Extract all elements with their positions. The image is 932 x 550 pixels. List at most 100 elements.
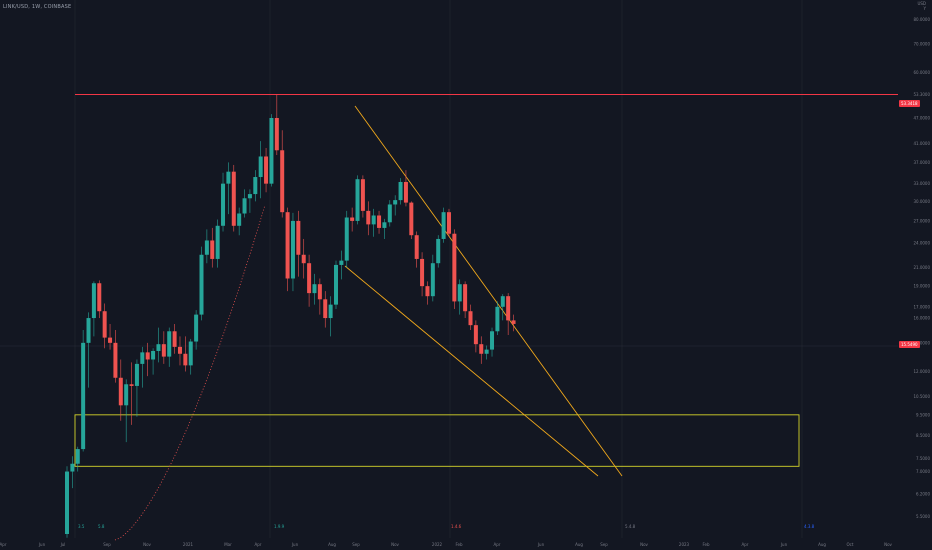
candle-body bbox=[506, 296, 511, 321]
candle-body bbox=[500, 296, 505, 307]
candle-body bbox=[102, 311, 107, 338]
date-marker: 1.4.6 bbox=[451, 524, 462, 529]
candle-body bbox=[183, 353, 188, 366]
x-axis-label: Apr bbox=[742, 542, 749, 547]
candle-body bbox=[339, 260, 344, 265]
upper-trend-line bbox=[354, 105, 623, 477]
x-axis-label: Apr bbox=[255, 542, 262, 547]
candle-body bbox=[328, 304, 333, 319]
candle-body bbox=[430, 263, 435, 297]
candle-body bbox=[167, 331, 172, 357]
y-axis-label: 8.5000 bbox=[916, 433, 930, 438]
y-axis-label: 10.5000 bbox=[913, 394, 930, 399]
candle-body bbox=[457, 284, 462, 302]
candle-body bbox=[387, 204, 392, 223]
candle-body bbox=[204, 240, 209, 255]
candle-body bbox=[247, 194, 252, 199]
x-axis-label: Feb bbox=[455, 542, 463, 547]
candle-body bbox=[511, 320, 516, 324]
candle-body bbox=[301, 254, 306, 264]
x-axis-label: Sep bbox=[352, 542, 360, 547]
date-marker: 1.9.9 bbox=[274, 524, 285, 529]
candle-body bbox=[490, 331, 495, 350]
candle-body bbox=[436, 238, 441, 264]
y-axis-label: 19.0000 bbox=[913, 284, 930, 289]
candle-body bbox=[290, 220, 295, 279]
candle-body bbox=[473, 325, 478, 345]
candle-body bbox=[307, 263, 312, 294]
candle-body bbox=[317, 284, 322, 300]
candle-body bbox=[221, 183, 226, 226]
candle-body bbox=[113, 342, 118, 378]
candle-body bbox=[366, 210, 371, 225]
support-zone bbox=[74, 414, 800, 467]
candle-body bbox=[468, 311, 473, 326]
y-axis-label: 70.0000 bbox=[913, 42, 930, 47]
y-axis-label: 47.0000 bbox=[913, 116, 930, 121]
y-axis-label: 41.0000 bbox=[913, 141, 930, 146]
x-axis-label: Sep bbox=[103, 542, 111, 547]
candle-body bbox=[377, 215, 382, 228]
candle-body bbox=[97, 283, 102, 312]
candle-body bbox=[129, 384, 134, 386]
x-axis-label: 2022 bbox=[432, 542, 443, 547]
candle-body bbox=[403, 181, 408, 203]
y-axis-label: 80.0000 bbox=[913, 17, 930, 22]
candle-body bbox=[81, 342, 86, 450]
candle-body bbox=[258, 156, 263, 178]
date-marker: 5.8 bbox=[98, 524, 105, 529]
current-price-tag: 15.5490 bbox=[899, 341, 920, 348]
y-axis-label: 16.0000 bbox=[913, 316, 930, 321]
x-axis-label: Mar bbox=[224, 542, 232, 547]
candle-body bbox=[65, 471, 69, 534]
candle-body bbox=[210, 240, 215, 259]
x-axis-label: Nov bbox=[143, 542, 151, 547]
x-axis-label: Nov bbox=[640, 542, 648, 547]
candle-body bbox=[312, 284, 317, 294]
candle-body bbox=[91, 283, 96, 319]
candle-body bbox=[350, 217, 355, 221]
candle-body bbox=[269, 118, 274, 184]
x-axis-label: Oct bbox=[847, 542, 854, 547]
candle-body bbox=[446, 212, 451, 234]
y-axis-label: 5.5000 bbox=[916, 514, 930, 519]
candle-body bbox=[382, 222, 387, 228]
candle-body bbox=[161, 344, 166, 357]
candle-body bbox=[355, 179, 360, 221]
candle-body bbox=[425, 286, 430, 297]
corner-labels: USD Y bbox=[917, 1, 926, 11]
candle-body bbox=[253, 177, 258, 195]
y-axis-label: 30.0000 bbox=[913, 199, 930, 204]
x-axis-label: Jun bbox=[38, 542, 46, 547]
x-axis-label: Jul bbox=[60, 542, 66, 547]
candle-body bbox=[151, 350, 156, 360]
x-axis-label: Aug bbox=[818, 542, 826, 547]
candle-body bbox=[414, 235, 419, 259]
y-axis-label: 53.3000 bbox=[913, 92, 930, 97]
x-axis-label: Aug bbox=[575, 542, 583, 547]
candle-body bbox=[177, 346, 182, 354]
candle-body bbox=[409, 202, 414, 236]
y-axis-label: 21.0000 bbox=[913, 265, 930, 270]
candle-body bbox=[371, 215, 376, 225]
candle-body bbox=[495, 306, 500, 332]
date-marker: 4.3.8 bbox=[804, 524, 815, 529]
candle-body bbox=[296, 220, 301, 255]
candle-body bbox=[242, 198, 247, 214]
x-axis-label: Jun bbox=[780, 542, 788, 547]
candle-body bbox=[237, 213, 242, 226]
candle-body bbox=[70, 463, 75, 472]
x-axis-label: Nov bbox=[391, 542, 399, 547]
candle-body bbox=[75, 449, 80, 464]
candle-body bbox=[360, 179, 365, 211]
x-axis-label: Apr bbox=[0, 542, 7, 547]
candle-body bbox=[108, 337, 113, 343]
candle-body bbox=[231, 171, 236, 226]
candle-body bbox=[199, 254, 204, 315]
candle-body bbox=[264, 156, 269, 184]
candle-body bbox=[118, 377, 123, 406]
y-axis-label: 33.0000 bbox=[913, 181, 930, 186]
date-marker: 5.4.8 bbox=[625, 524, 636, 529]
